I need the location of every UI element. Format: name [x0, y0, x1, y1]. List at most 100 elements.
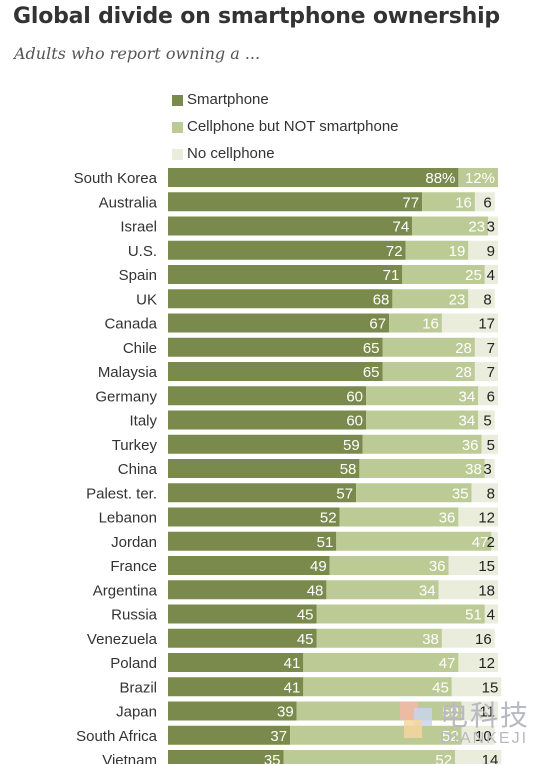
value-label-germany-0: 60 — [346, 388, 363, 405]
bar-segment-jordan-2 — [491, 531, 498, 551]
bar-segment-argentina-2 — [438, 580, 498, 600]
value-label-uk-1: 23 — [449, 291, 466, 308]
value-label-australia-0: 77 — [402, 194, 419, 211]
country-label-italy: Italy — [129, 413, 157, 430]
value-label-canada-1: 16 — [422, 316, 439, 333]
country-label-japan: Japan — [116, 704, 157, 721]
bar-segment-spain-1 — [402, 265, 485, 284]
value-label-france-2: 15 — [478, 558, 495, 575]
value-label-argentina-1: 34 — [419, 582, 436, 599]
value-label-chile-0: 65 — [363, 340, 380, 357]
bar-segment-uk-2 — [468, 289, 495, 309]
bar-segment-south-korea-0 — [168, 168, 459, 187]
value-label-australia-1: 16 — [455, 194, 472, 211]
value-label-argentina-2: 18 — [478, 582, 495, 599]
value-label-brazil-2: 15 — [482, 679, 499, 696]
bar-segment-china-0 — [168, 459, 360, 478]
bar-segment-italy-1 — [366, 410, 479, 430]
value-label-jordan-2: 2 — [487, 534, 495, 551]
value-label-u-s-1: 19 — [449, 243, 466, 260]
bar-segment-china-1 — [359, 459, 485, 478]
bar-segment-u-s-0 — [168, 240, 406, 260]
value-label-canada-0: 67 — [369, 316, 386, 333]
country-label-brazil: Brazil — [119, 679, 157, 696]
value-label-u-s-0: 72 — [386, 243, 403, 260]
value-label-israel-2: 3 — [487, 219, 495, 236]
value-label-france-0: 49 — [310, 558, 327, 575]
bar-segment-israel-0 — [168, 216, 413, 236]
country-label-lebanon: Lebanon — [99, 510, 157, 527]
bar-segment-chile-0 — [168, 337, 383, 357]
value-label-palest-ter-0: 57 — [336, 485, 353, 502]
value-label-turkey-0: 59 — [343, 437, 360, 454]
value-label-malaysia-2: 7 — [487, 364, 495, 381]
bar-segment-russia-0 — [168, 604, 317, 624]
value-label-canada-2: 17 — [478, 316, 495, 333]
country-label-russia: Russia — [111, 607, 158, 624]
value-label-germany-1: 34 — [459, 388, 476, 405]
value-label-malaysia-0: 65 — [363, 364, 380, 381]
bar-segment-italy-2 — [478, 410, 495, 430]
value-label-brazil-1: 45 — [432, 679, 449, 696]
country-label-malaysia: Malaysia — [98, 364, 158, 381]
watermark: 电科技 DIANKEJI — [396, 694, 546, 754]
bar-segment-lebanon-0 — [168, 507, 340, 527]
bar-segment-spain-0 — [168, 265, 403, 284]
bar-segment-italy-0 — [168, 410, 366, 430]
value-label-jordan-0: 51 — [317, 534, 334, 551]
value-label-u-s-2: 9 — [487, 243, 495, 260]
legend-label-no-cellphone: No cellphone — [187, 145, 275, 162]
bar-segment-turkey-2 — [481, 434, 498, 454]
value-label-vietnam-0: 35 — [264, 752, 281, 764]
bar-segment-u-s-1 — [405, 240, 469, 260]
country-label-spain: Spain — [119, 267, 157, 284]
bar-segment-germany-0 — [168, 386, 366, 406]
country-label-chile: Chile — [123, 340, 157, 357]
bar-segment-malaysia-2 — [474, 362, 498, 381]
bar-segment-germany-2 — [478, 386, 498, 406]
bar-segment-france-1 — [329, 556, 449, 575]
value-label-lebanon-0: 52 — [320, 510, 337, 527]
bar-segment-brazil-0 — [168, 677, 304, 697]
value-label-uk-0: 68 — [373, 291, 390, 308]
value-label-vietnam-2: 14 — [482, 752, 499, 764]
value-label-israel-1: 23 — [468, 219, 485, 236]
value-label-uk-2: 8 — [483, 291, 491, 308]
value-label-palest-ter-1: 35 — [452, 485, 469, 502]
bar-segment-venezuela-1 — [316, 628, 442, 648]
value-label-china-1: 38 — [465, 461, 482, 478]
bar-segment-lebanon-1 — [339, 507, 459, 527]
bar-segment-uk-0 — [168, 289, 393, 309]
bar-segment-palest-ter-0 — [168, 483, 357, 503]
value-label-russia-0: 45 — [297, 607, 314, 624]
value-label-russia-2: 4 — [487, 607, 495, 624]
bar-segment-south-africa-2 — [461, 725, 495, 745]
value-label-chile-2: 7 — [487, 340, 495, 357]
bar-segment-u-s-2 — [468, 240, 498, 260]
bar-segment-russia-1 — [316, 604, 485, 624]
bar-segment-poland-0 — [168, 653, 304, 672]
value-label-spain-1: 25 — [465, 267, 482, 284]
bar-segment-poland-2 — [458, 653, 498, 672]
legend-label-cellphone: Cellphone but NOT smartphone — [187, 118, 399, 135]
value-label-jordan-1: 47 — [472, 534, 489, 551]
value-label-china-2: 3 — [483, 461, 491, 478]
bar-segment-australia-2 — [474, 192, 495, 212]
bar-segment-south-africa-0 — [168, 725, 291, 745]
bar-segment-chile-2 — [474, 337, 498, 357]
value-label-japan-0: 39 — [277, 704, 294, 721]
value-label-venezuela-2: 16 — [475, 631, 492, 648]
bar-segment-france-0 — [168, 556, 330, 575]
diankeji-logo-icon — [400, 702, 432, 738]
bar-segment-venezuela-0 — [168, 628, 317, 648]
country-label-poland: Poland — [110, 655, 157, 672]
country-label-uk: UK — [136, 291, 157, 308]
value-label-brazil-0: 41 — [284, 679, 301, 696]
country-label-vietnam: Vietnam — [102, 752, 157, 764]
value-label-south-africa-0: 37 — [270, 728, 287, 745]
bar-segment-china-2 — [484, 459, 495, 478]
bar-segment-vietnam-2 — [455, 750, 502, 764]
country-label-australia: Australia — [99, 194, 158, 211]
value-label-china-0: 58 — [340, 461, 357, 478]
